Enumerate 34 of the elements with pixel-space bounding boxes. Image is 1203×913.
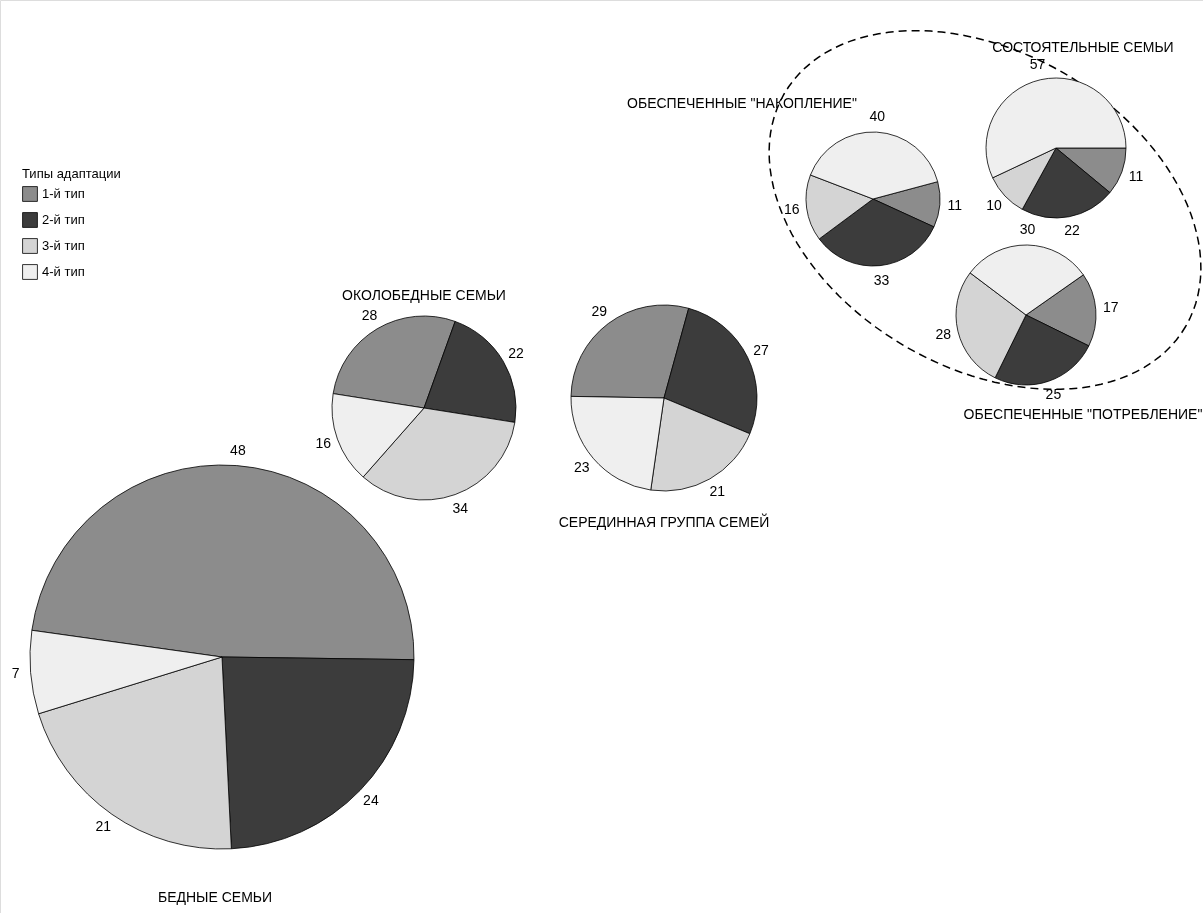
data-label: 11 <box>947 196 963 213</box>
data-label: 34 <box>452 499 469 516</box>
data-label: 23 <box>573 459 590 475</box>
data-label: 40 <box>869 108 886 125</box>
data-label: 48 <box>230 441 246 458</box>
legend-label: 2-й тип <box>42 212 85 227</box>
data-label: 57 <box>1029 56 1046 73</box>
data-label: 22 <box>508 344 525 361</box>
text: БЕДНЫЕ СЕМЬИ <box>157 889 273 905</box>
data-label: 29 <box>591 302 608 319</box>
legend-label: 3-й тип <box>42 238 85 253</box>
data-label: 10 <box>986 197 1003 214</box>
text: ОБЕСПЕЧЕННЫЕ "ПОТРЕБЛЕНИЕ" <box>963 406 1203 422</box>
data-label: 24 <box>363 791 379 808</box>
legend-label: 4-й тип <box>42 264 85 279</box>
data-label: 22 <box>1064 222 1080 239</box>
data-label: 17 <box>1102 299 1119 316</box>
data-label: 16 <box>783 201 800 218</box>
data-label: 28 <box>935 325 952 342</box>
data-label: 28 <box>361 306 378 323</box>
data-label: 16 <box>315 435 332 452</box>
data-label: 11 <box>1128 167 1144 184</box>
data-label: 7 <box>11 664 20 681</box>
text: СЕРЕДИННАЯ ГРУППА СЕМЕЙ <box>558 513 770 530</box>
data-label: 33 <box>873 271 890 288</box>
data-label: 21 <box>95 817 112 834</box>
data-label: 27 <box>753 341 770 358</box>
legend-title: Типы адаптации <box>22 166 121 181</box>
chart-title: ОБЕСПЕЧЕННЫЕ "НАКОПЛЕНИЕ" <box>627 95 857 111</box>
chart-title: ОКОЛОБЕДНЫЕ СЕМЬИ <box>342 287 506 303</box>
chart-title: СОСТОЯТЕЛЬНЫЕ СЕМЬИ <box>992 39 1174 55</box>
legend-label: 1-й тип <box>42 186 85 201</box>
data-label: 21 <box>709 482 726 499</box>
data-label: 30 <box>1019 221 1036 238</box>
